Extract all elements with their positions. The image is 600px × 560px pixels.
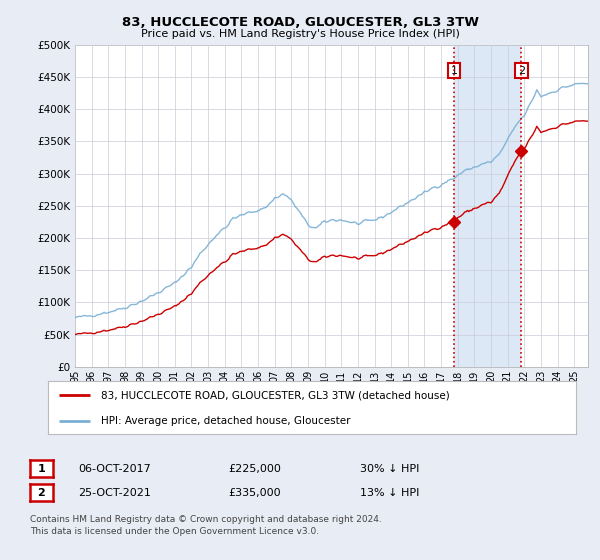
Text: 06-OCT-2017: 06-OCT-2017 — [78, 464, 151, 474]
Text: £225,000: £225,000 — [228, 464, 281, 474]
Text: 83, HUCCLECOTE ROAD, GLOUCESTER, GL3 3TW (detached house): 83, HUCCLECOTE ROAD, GLOUCESTER, GL3 3TW… — [101, 390, 449, 400]
Text: 1: 1 — [451, 66, 457, 76]
Text: 83, HUCCLECOTE ROAD, GLOUCESTER, GL3 3TW: 83, HUCCLECOTE ROAD, GLOUCESTER, GL3 3TW — [121, 16, 479, 29]
Text: 2: 2 — [38, 488, 45, 498]
Text: 30% ↓ HPI: 30% ↓ HPI — [360, 464, 419, 474]
Text: Price paid vs. HM Land Registry's House Price Index (HPI): Price paid vs. HM Land Registry's House … — [140, 29, 460, 39]
Text: HPI: Average price, detached house, Gloucester: HPI: Average price, detached house, Glou… — [101, 416, 350, 426]
Bar — [454, 45, 521, 367]
Text: 13% ↓ HPI: 13% ↓ HPI — [360, 488, 419, 498]
Text: 1: 1 — [38, 464, 45, 474]
Text: £335,000: £335,000 — [228, 488, 281, 498]
Text: Contains HM Land Registry data © Crown copyright and database right 2024.
This d: Contains HM Land Registry data © Crown c… — [30, 515, 382, 536]
Text: 2: 2 — [518, 66, 525, 76]
Text: 25-OCT-2021: 25-OCT-2021 — [78, 488, 151, 498]
